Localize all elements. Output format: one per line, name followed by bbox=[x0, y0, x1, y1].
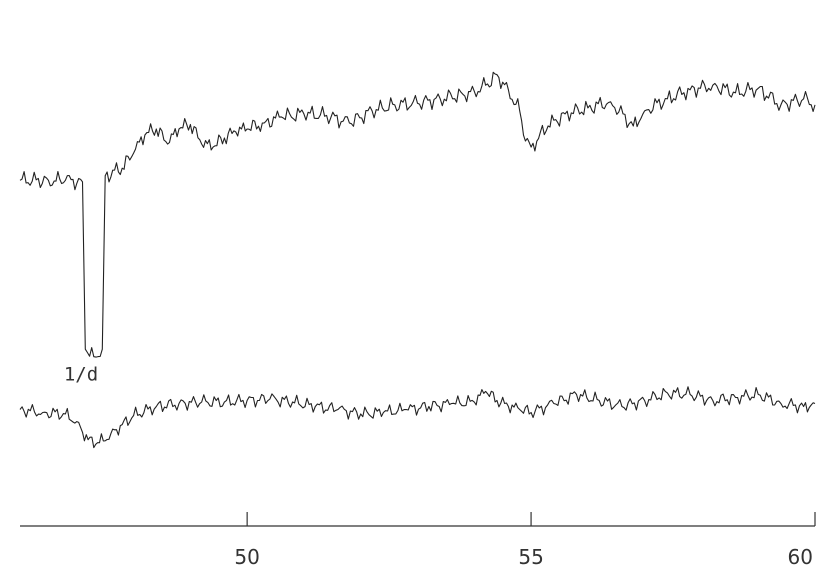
x-tick-label: 55 bbox=[518, 545, 543, 569]
x-tick-label: 60 bbox=[788, 545, 813, 569]
trace-line-1 bbox=[19, 71, 816, 358]
x-axis-ticks: 50 55 60 bbox=[234, 512, 816, 569]
traces-group bbox=[19, 71, 816, 449]
trace-line-2 bbox=[19, 386, 816, 449]
x-tick-label: 50 bbox=[234, 545, 259, 569]
annotation-label: 1/d bbox=[64, 364, 98, 386]
annotations-group: 1/d bbox=[64, 364, 98, 386]
